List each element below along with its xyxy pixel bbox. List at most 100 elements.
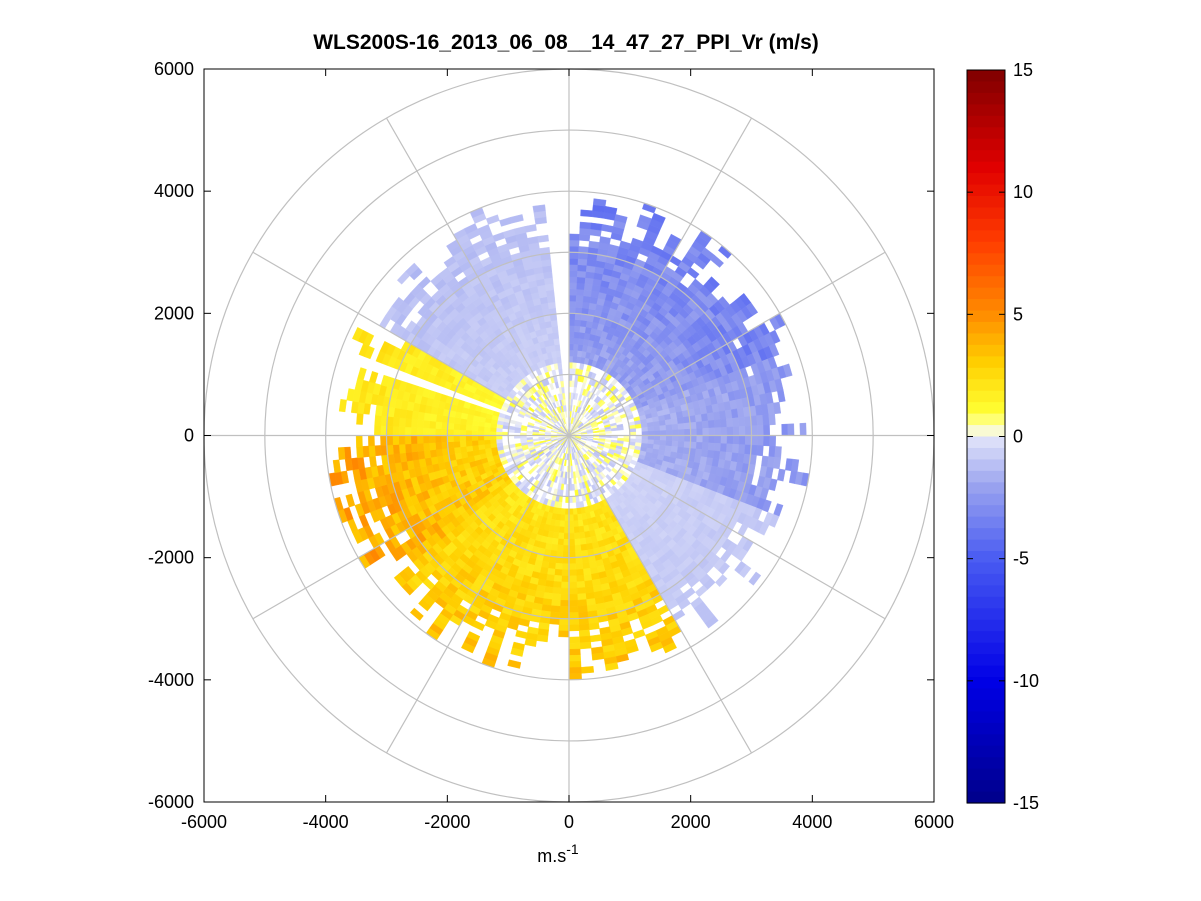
- scan-cell: [560, 587, 570, 595]
- scan-cell: [579, 221, 592, 230]
- scan-cell: [559, 612, 570, 620]
- scan-cell: [726, 435, 734, 445]
- scan-cell: [738, 435, 746, 446]
- colorbar-swatch: [967, 447, 1005, 461]
- scan-cell: [558, 526, 565, 534]
- scan-cell: [453, 423, 461, 430]
- polar-grid: [203, 68, 935, 803]
- scan-cell: [489, 439, 497, 445]
- colorbar-swatch: [967, 379, 1005, 392]
- scan-cell: [477, 444, 486, 451]
- scan-cell: [781, 423, 789, 436]
- colorbar-tick-label: -5: [1013, 549, 1029, 569]
- scan-cell: [726, 418, 734, 428]
- scan-cell: [562, 557, 570, 565]
- scan-cell: [701, 442, 709, 451]
- scan-cell: [580, 209, 593, 218]
- scan-cell: [726, 426, 734, 436]
- scan-cell: [672, 435, 679, 442]
- scan-cell: [416, 427, 424, 436]
- scan-cell: [558, 630, 570, 638]
- scan-cell: [592, 430, 600, 434]
- scan-cell: [686, 267, 700, 280]
- scan-cell: [392, 444, 400, 455]
- scan-cell: [568, 337, 575, 345]
- scan-cell: [559, 514, 566, 522]
- colorbar-swatch: [967, 367, 1005, 380]
- colorbar-swatch: [967, 596, 1005, 609]
- scan-cell: [398, 443, 406, 454]
- scan-cell: [707, 442, 716, 452]
- scan-cell: [526, 430, 533, 434]
- scan-cell: [524, 224, 537, 233]
- scan-cell: [490, 442, 498, 449]
- scan-cell: [459, 440, 467, 448]
- scan-cell: [578, 525, 585, 533]
- scan-cell: [554, 381, 560, 389]
- scan-cell: [510, 214, 524, 224]
- scan-cell: [568, 654, 582, 662]
- colorbar: 15 10 5 0 -5 -10 -15: [966, 60, 1039, 813]
- scan-cell: [459, 435, 466, 442]
- scan-cell: [592, 440, 600, 444]
- scan-cell: [577, 599, 588, 607]
- scan-cell: [585, 404, 591, 412]
- scan-cell: [582, 567, 592, 576]
- scan-cell: [338, 398, 347, 413]
- scan-cell: [489, 435, 497, 440]
- scan-cell: [575, 501, 581, 509]
- scan-cell: [568, 258, 579, 265]
- scan-cell: [568, 563, 577, 571]
- scan-cell: [598, 400, 606, 408]
- scan-cell: [653, 430, 661, 436]
- scan-cell: [568, 581, 578, 589]
- scan-cell: [640, 422, 648, 429]
- colorbar-swatch: [967, 195, 1005, 209]
- scan-cell: [573, 526, 580, 534]
- scan-cell: [447, 435, 454, 443]
- scan-cell: [573, 520, 579, 528]
- scan-cell: [768, 343, 780, 357]
- scan-cell: [568, 319, 576, 326]
- colorbar-swatch: [967, 402, 1005, 415]
- scan-cell: [579, 439, 587, 444]
- colorbar-swatch: [967, 688, 1005, 701]
- scan-cell: [615, 418, 623, 424]
- scan-cell: [547, 561, 556, 570]
- scan-cell: [563, 532, 570, 540]
- scan-cell: [368, 445, 376, 457]
- scan-cell: [700, 413, 709, 422]
- scan-cell: [658, 419, 667, 427]
- scan-cell: [641, 426, 649, 432]
- colorbar-swatch: [967, 310, 1005, 323]
- scan-cell: [641, 435, 649, 440]
- scan-cell: [553, 574, 562, 583]
- colorbar-swatch: [967, 516, 1005, 529]
- scan-cell: [369, 455, 377, 468]
- scan-cell: [357, 367, 367, 381]
- scan-cell: [715, 574, 728, 587]
- colorbar-swatch: [967, 482, 1005, 495]
- y-tick-label: 6000: [154, 59, 194, 79]
- scan-cell: [744, 425, 752, 436]
- scan-cell: [568, 538, 575, 546]
- scan-cell: [571, 453, 575, 460]
- scan-cell: [552, 331, 560, 340]
- colorbar-swatch: [967, 115, 1005, 128]
- scan-cell: [574, 544, 582, 552]
- scan-cell: [565, 447, 568, 454]
- scan-cell: [441, 435, 448, 443]
- scan-cell: [571, 411, 575, 418]
- scan-cell: [591, 424, 599, 429]
- scan-cell: [763, 435, 771, 447]
- scan-cell: [398, 435, 406, 445]
- scan-cell: [508, 425, 516, 431]
- scan-cell: [392, 416, 400, 427]
- scan-cell: [695, 421, 703, 430]
- scan-cell: [499, 216, 513, 227]
- scan-cell: [568, 288, 577, 296]
- scan-cell: [392, 435, 400, 446]
- y-tick-label: 2000: [154, 303, 194, 323]
- scan-cell: [550, 605, 561, 613]
- scan-cell: [763, 424, 771, 436]
